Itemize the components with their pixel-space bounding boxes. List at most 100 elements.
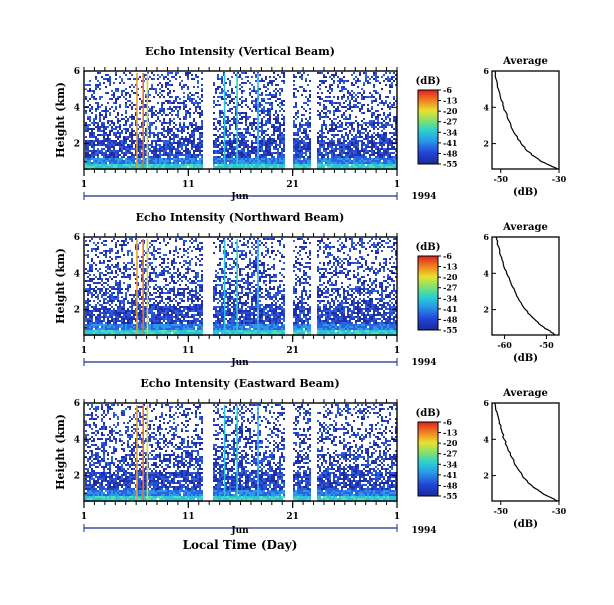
- month-label: Jun: [230, 192, 249, 202]
- strong-echo-streak: [136, 405, 138, 500]
- year-label: 1994: [411, 358, 436, 368]
- strong-echo-streak: [142, 405, 144, 500]
- average-x-tick-label: -30: [552, 506, 567, 516]
- colorbar-tick-label: -13: [443, 96, 458, 106]
- average-title: Average: [502, 388, 548, 399]
- y-tick-label: 2: [74, 140, 80, 150]
- y-tick-label: 4: [74, 103, 80, 113]
- colorbar: [418, 422, 438, 496]
- average-y-tick-label: 4: [483, 102, 489, 112]
- colorbar-tick-label: -55: [443, 325, 457, 335]
- average-x-tick-label: -50: [494, 174, 509, 184]
- colorbar-unit: (dB): [416, 242, 441, 253]
- x-tick-label: 11: [182, 180, 195, 190]
- y-tick-label: 6: [74, 399, 80, 409]
- x-tick-label: 21: [286, 180, 299, 190]
- average-frame: [492, 403, 559, 501]
- strong-echo-streak: [136, 73, 138, 168]
- average-y-tick-label: 6: [483, 66, 489, 76]
- colorbar-tick-label: -41: [443, 138, 457, 148]
- average-frame: [492, 71, 559, 169]
- strong-echo-streak: [136, 239, 138, 334]
- strong-echo-streak: [142, 239, 144, 334]
- colorbar-tick-label: -34: [443, 127, 458, 137]
- year-label: 1994: [411, 192, 436, 202]
- average-y-tick-label: 4: [483, 268, 489, 278]
- colorbar-unit: (dB): [416, 76, 441, 87]
- y-axis-label: Height (km): [54, 82, 67, 158]
- echo-panel-3: Echo Intensity (Eastward Beam)642Height …: [54, 377, 567, 532]
- colorbar-tick-label: -41: [443, 304, 457, 314]
- average-y-tick-label: 2: [483, 471, 489, 481]
- x-tick-label: 21: [286, 512, 299, 522]
- x-tick-label: 1: [394, 180, 400, 190]
- strong-echo-streak: [147, 73, 149, 168]
- year-label-3: 1994: [411, 526, 436, 536]
- y-tick-label: 2: [74, 472, 80, 482]
- strong-echo-streak: [236, 73, 238, 168]
- colorbar-tick-label: -20: [443, 272, 458, 282]
- average-profile-line: [495, 71, 558, 169]
- y-tick-label: 4: [74, 435, 80, 445]
- panel-title: Echo Intensity (Northward Beam): [136, 211, 345, 224]
- x-tick-label: 11: [182, 512, 195, 522]
- y-tick-label: 2: [74, 306, 80, 316]
- average-y-tick-label: 6: [483, 232, 489, 242]
- x-tick-label: 11: [182, 346, 195, 356]
- x-tick-label: 1: [81, 512, 87, 522]
- x-tick-label: 21: [286, 346, 299, 356]
- colorbar-tick-label: -41: [443, 470, 457, 480]
- colorbar-tick-label: -27: [443, 449, 457, 459]
- colorbar-tick-label: -20: [443, 438, 458, 448]
- colorbar-tick-label: -48: [443, 148, 458, 158]
- strong-echo-streak: [236, 405, 238, 500]
- average-y-tick-label: 2: [483, 305, 489, 315]
- colorbar-tick-label: -55: [443, 159, 457, 169]
- average-y-tick-label: 6: [483, 398, 489, 408]
- average-title: Average: [502, 56, 548, 67]
- x-tick-label: 1: [394, 346, 400, 356]
- average-y-tick-label: 4: [483, 434, 489, 444]
- average-title: Average: [502, 222, 548, 233]
- average-profile-line: [496, 237, 555, 335]
- colorbar-tick-label: -27: [443, 117, 457, 127]
- colorbar: [418, 256, 438, 330]
- colorbar-tick-label: -48: [443, 480, 458, 490]
- average-x-label: (dB): [513, 187, 538, 198]
- strong-echo-streak: [224, 73, 226, 168]
- average-profile-line: [495, 403, 558, 501]
- x-axis-label: Local Time (Day): [183, 538, 298, 552]
- average-x-tick-label: -30: [552, 174, 567, 184]
- average-frame: [492, 237, 559, 335]
- heatmap-cells: [85, 404, 397, 502]
- month-label: Jun: [230, 358, 249, 368]
- month-label-3: Jun: [230, 526, 249, 536]
- echo-panel-1: Echo Intensity (Vertical Beam)642Height …: [54, 45, 567, 202]
- colorbar-tick-label: -34: [443, 293, 458, 303]
- y-tick-label: 6: [74, 233, 80, 243]
- average-y-tick-label: 2: [483, 139, 489, 149]
- colorbar-unit: (dB): [416, 408, 441, 419]
- colorbar-tick-label: -20: [443, 106, 458, 116]
- x-tick-label: 1: [81, 180, 87, 190]
- heatmap-cells: [85, 238, 397, 336]
- strong-echo-streak: [224, 239, 226, 334]
- x-tick-label: 1: [81, 346, 87, 356]
- y-tick-label: 4: [74, 269, 80, 279]
- strong-echo-streak: [142, 73, 144, 168]
- panel-title: Echo Intensity (Eastward Beam): [140, 377, 339, 390]
- echo-panel-2: Echo Intensity (Northward Beam)642Height…: [54, 211, 559, 368]
- x-tick-label: 1: [394, 512, 400, 522]
- strong-echo-streak: [257, 239, 259, 334]
- colorbar-tick-label: -13: [443, 262, 458, 272]
- colorbar-tick-label: -6: [443, 85, 452, 95]
- strong-echo-streak: [257, 405, 259, 500]
- colorbar-tick-label: -27: [443, 283, 457, 293]
- average-x-label: (dB): [513, 353, 538, 364]
- average-x-tick-label: -60: [497, 340, 512, 350]
- strong-echo-streak: [236, 239, 238, 334]
- strong-echo-streak: [147, 239, 149, 334]
- strong-echo-streak: [224, 405, 226, 500]
- colorbar-tick-label: -6: [443, 417, 452, 427]
